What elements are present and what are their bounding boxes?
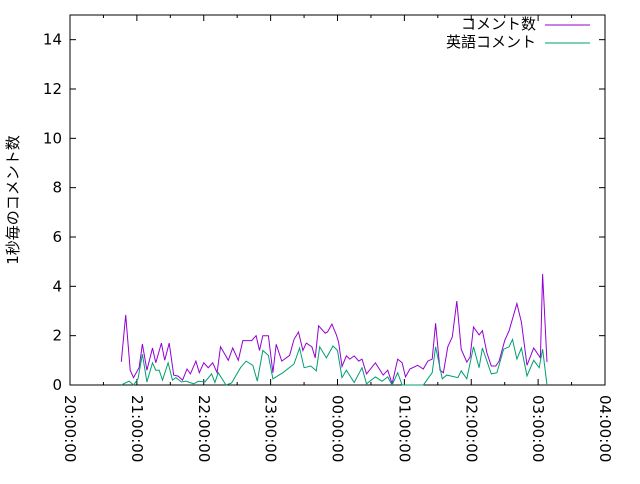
legend-label-english: 英語コメント <box>446 33 536 51</box>
series-lines <box>121 274 547 385</box>
legend: コメント数 英語コメント <box>446 15 590 51</box>
x-tick-label: 03:00:00 <box>529 395 547 462</box>
y-tick-label: 0 <box>52 376 62 394</box>
y-axis-label: 1秒毎のコメント数 <box>4 135 22 265</box>
x-tick-label: 00:00:00 <box>329 395 347 462</box>
x-tick-label: 22:00:00 <box>195 395 213 462</box>
y-tick-label: 4 <box>52 277 62 295</box>
x-tick-label: 01:00:00 <box>395 395 413 462</box>
y-tick-label: 14 <box>43 31 62 49</box>
plot-frame <box>70 15 605 385</box>
x-tick-label: 02:00:00 <box>462 395 480 462</box>
y-tick-label: 10 <box>43 129 62 147</box>
x-tick-label: 21:00:00 <box>128 395 146 462</box>
y-tick-label: 2 <box>52 327 62 345</box>
legend-label-comments: コメント数 <box>461 15 536 33</box>
y-tick-label: 6 <box>52 228 62 246</box>
x-tick-label: 23:00:00 <box>262 395 280 462</box>
x-tick-label: 20:00:00 <box>61 395 79 462</box>
x-tick-label: 04:00:00 <box>596 395 614 462</box>
y-tick-label: 12 <box>43 80 62 98</box>
series-line-1 <box>121 339 547 385</box>
series-line-0 <box>121 274 547 384</box>
y-tick-label: 8 <box>52 179 62 197</box>
x-axis: 20:00:00 21:00:00 22:00:00 23:00:00 00:00:00… <box>61 15 614 462</box>
